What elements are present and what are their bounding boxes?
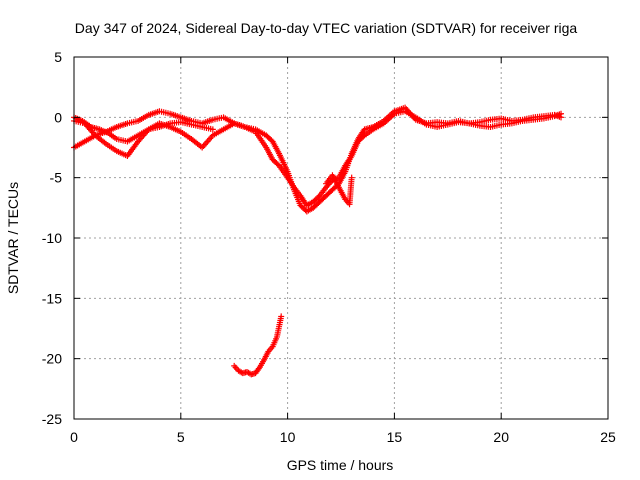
x-tick-label: 0	[70, 429, 78, 445]
x-tick-label: 5	[177, 429, 185, 445]
data-point	[278, 313, 285, 320]
x-axis-label: GPS time / hours	[287, 457, 394, 473]
y-tick-label: -25	[42, 411, 62, 427]
chart-title: Day 347 of 2024, Sidereal Day-to-day VTE…	[75, 20, 578, 36]
y-tick-label: -20	[42, 351, 62, 367]
x-tick-label: 20	[493, 429, 509, 445]
y-tick-label: -10	[42, 230, 62, 246]
ticks: 0 5 10 15 20 25 5 0 -5 -10 -15 -20 -25	[42, 49, 616, 445]
x-tick-label: 10	[280, 429, 296, 445]
y-tick-label: 0	[54, 109, 62, 125]
x-tick-label: 15	[387, 429, 403, 445]
data-point	[209, 126, 216, 133]
x-tick-label: 25	[600, 429, 616, 445]
y-tick-label: -5	[50, 170, 63, 186]
y-tick-label: -15	[42, 290, 62, 306]
series-trace-e	[231, 313, 285, 378]
series-trace-c	[71, 114, 216, 145]
series-layer	[71, 104, 565, 378]
data-point	[348, 174, 355, 181]
y-axis-label: SDTVAR / TECUs	[5, 182, 21, 294]
series-trace-d	[323, 172, 355, 208]
data-point	[558, 110, 565, 117]
y-tick-label: 5	[54, 49, 62, 65]
